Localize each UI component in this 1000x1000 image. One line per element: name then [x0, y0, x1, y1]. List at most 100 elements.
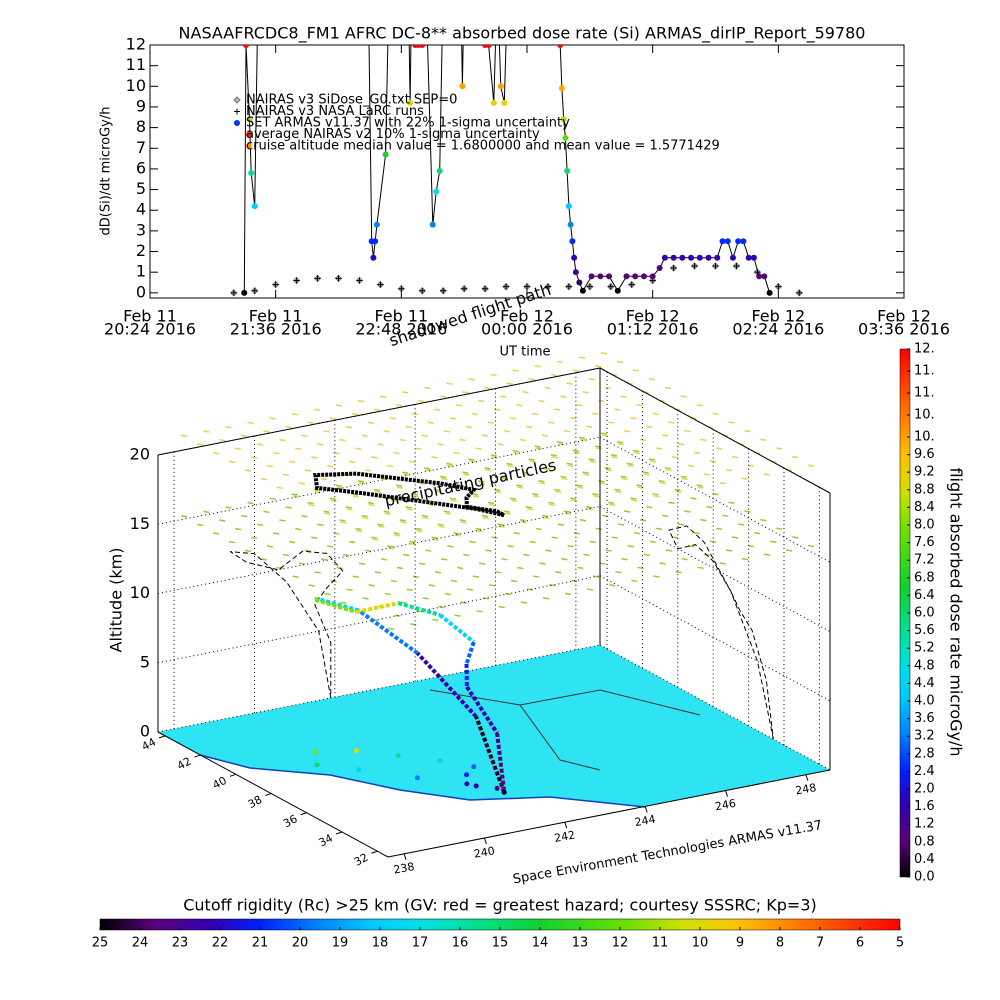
- particle: [396, 486, 404, 489]
- particle: [572, 369, 579, 372]
- box-edge: [157, 731, 389, 858]
- lat-tick-label: 42: [175, 755, 193, 773]
- particle: [228, 540, 236, 544]
- particle: [675, 490, 682, 494]
- particle: [614, 408, 621, 411]
- particle: [512, 369, 519, 372]
- particle: [626, 462, 633, 466]
- particle: [181, 434, 188, 438]
- particle: [494, 488, 501, 492]
- y-tick-label: 10: [126, 76, 146, 95]
- lon-tick-label: 242: [553, 828, 576, 844]
- marker: [560, 116, 567, 123]
- particle: [503, 430, 511, 433]
- particle: [725, 549, 733, 552]
- flight-segment: [355, 601, 399, 615]
- particle: [532, 412, 539, 416]
- particle: [374, 490, 382, 494]
- particle: [653, 575, 660, 578]
- particle: [247, 501, 254, 505]
- particle: [671, 455, 679, 459]
- particle: [769, 540, 777, 544]
- particle: [446, 462, 453, 466]
- marker: [565, 203, 572, 210]
- y-tick-label: 1: [136, 262, 146, 281]
- marker: [670, 254, 677, 261]
- colorbar-tick-label: 7: [816, 936, 824, 951]
- floor-shadow: [353, 748, 359, 754]
- z-axis-label: Altitude (km): [107, 548, 126, 653]
- marker: [649, 273, 656, 280]
- x-tick-label: Feb 12: [751, 307, 805, 326]
- particle: [411, 412, 419, 416]
- colorbar-tick-label: 10.: [914, 430, 935, 445]
- particle: [592, 412, 599, 416]
- particle: [269, 417, 276, 420]
- particle: [384, 592, 391, 596]
- marker: [567, 221, 574, 228]
- particle: [507, 464, 514, 468]
- particle: [247, 421, 254, 425]
- particle: [616, 360, 624, 364]
- particle: [468, 458, 475, 461]
- particle: [609, 583, 616, 587]
- marker: [564, 167, 571, 174]
- particle: [424, 467, 431, 470]
- particle: [760, 438, 767, 442]
- colorbar-tick-label: 0.8: [914, 834, 935, 849]
- particle: [357, 399, 365, 403]
- colorbar-tick-label: 3.6: [914, 711, 935, 726]
- colorbar-tick-label: 8: [776, 936, 784, 951]
- particle: [203, 430, 210, 433]
- marker: [272, 281, 279, 288]
- particle: [517, 486, 524, 489]
- particle: [510, 579, 518, 583]
- particle: [349, 460, 356, 463]
- particle: [399, 438, 406, 442]
- legend-marker: [246, 131, 252, 138]
- x-tick-label: Feb 11: [249, 307, 303, 326]
- particle: [572, 449, 579, 453]
- particle: [295, 527, 302, 531]
- particle: [620, 475, 627, 479]
- particle: [333, 451, 340, 455]
- particle: [556, 441, 564, 444]
- particle: [292, 575, 299, 579]
- marker: [656, 265, 663, 272]
- particle: [317, 443, 324, 446]
- marker: [241, 289, 248, 296]
- particle: [479, 482, 486, 485]
- particle: [257, 523, 264, 527]
- particle: [378, 525, 385, 528]
- particle: [279, 519, 286, 522]
- particle: [544, 386, 551, 390]
- particle: [532, 493, 539, 496]
- particle: [479, 562, 486, 565]
- particle: [516, 484, 523, 487]
- marker: [501, 99, 508, 106]
- particle: [578, 436, 586, 440]
- marker: [524, 283, 530, 290]
- x-tick-label: 00:00 2016: [481, 320, 573, 339]
- shadow-top: [313, 471, 506, 518]
- particle: [460, 601, 467, 604]
- particle: [394, 534, 401, 537]
- particle: [488, 503, 496, 507]
- colorbar-tick-label: 12: [612, 936, 629, 951]
- particle: [555, 490, 562, 494]
- particle: [598, 399, 605, 403]
- particle: [471, 412, 479, 416]
- particle: [513, 451, 520, 455]
- particle: [203, 510, 210, 514]
- particle: [285, 506, 292, 509]
- particle: [444, 592, 451, 596]
- particle: [396, 566, 404, 570]
- particle: [244, 549, 252, 553]
- particle: [550, 454, 557, 457]
- particle: [668, 421, 675, 424]
- particle: [365, 469, 372, 472]
- marker: [440, 287, 447, 294]
- z-tick-label: 5: [140, 652, 150, 671]
- colorbar-tick-label: 0.0: [914, 870, 935, 885]
- particle: [403, 473, 410, 476]
